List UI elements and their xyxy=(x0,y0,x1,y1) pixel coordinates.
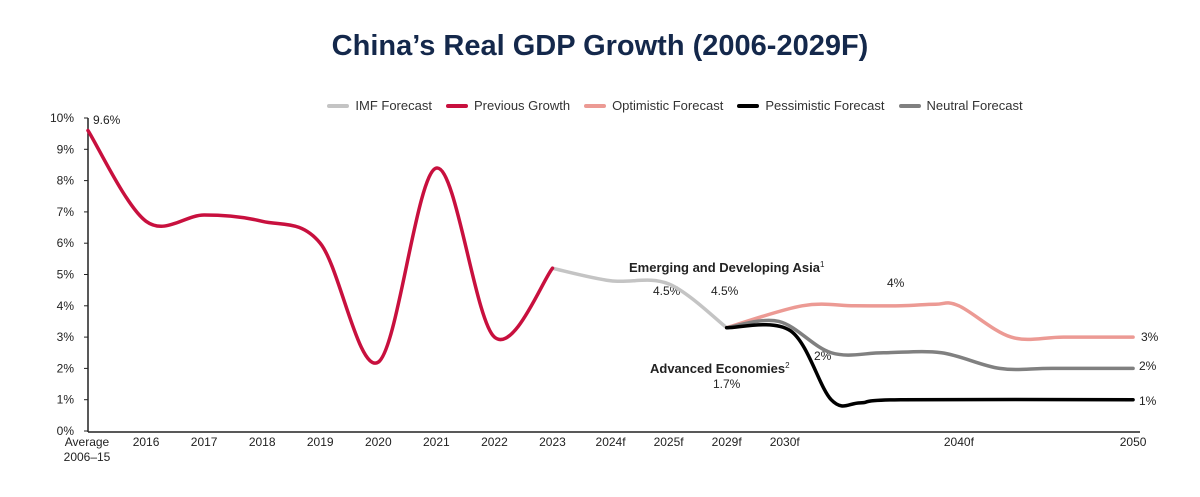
anno-eda-label: Emerging and Developing Asia xyxy=(629,260,821,275)
x-tick-label: 2016 xyxy=(133,435,160,449)
series-line-optimistic-forecast xyxy=(724,301,1135,342)
y-tick-label: 3% xyxy=(57,330,75,344)
y-tick-label: 7% xyxy=(57,205,75,219)
anno-eda-sup: 1 xyxy=(820,260,825,269)
legend-swatch xyxy=(737,103,760,108)
series-line-pessimistic-forecast xyxy=(724,323,1135,408)
y-tick-label: 5% xyxy=(57,268,75,282)
anno-ae-val: 1.7% xyxy=(713,377,741,391)
x-tick-label-line: 2006–15 xyxy=(64,450,111,464)
y-tick-label: 2% xyxy=(57,361,75,375)
y-tick-label: 9% xyxy=(57,142,75,156)
x-tick-label: 2019 xyxy=(307,435,334,449)
anno-imf2: 4.5% xyxy=(711,284,739,298)
legend-item: Previous Growth xyxy=(445,98,571,113)
x-tick-label: 2017 xyxy=(191,435,218,449)
x-tick-label: 2021 xyxy=(423,435,450,449)
legend: IMF Forecast Previous Growth Optimistic Fo… xyxy=(0,98,1200,113)
series-line-previous-growth xyxy=(86,128,555,365)
y-tick-label: 6% xyxy=(57,236,75,250)
legend-item: Optimistic Forecast xyxy=(584,98,723,113)
y-tick-label: 8% xyxy=(57,174,75,188)
anno-eda: Emerging and Developing Asia1 xyxy=(629,260,825,275)
legend-item: IMF Forecast xyxy=(327,98,432,113)
anno-pes-end: 1% xyxy=(1139,394,1157,408)
legend-swatch xyxy=(327,103,350,108)
x-tick-label: 2018 xyxy=(249,435,276,449)
anno-opt-end: 3% xyxy=(1141,330,1159,344)
legend-swatch xyxy=(584,103,607,108)
x-tick-label: 2025f xyxy=(654,435,685,449)
legend-swatch xyxy=(445,103,468,108)
legend-item: Pessimistic Forecast xyxy=(737,98,885,113)
anno-start: 9.6% xyxy=(93,113,121,127)
x-tick-label: 2050 xyxy=(1120,435,1147,449)
anno-ae-label: Advanced Economies xyxy=(650,361,785,376)
legend-label: Pessimistic Forecast xyxy=(765,98,885,113)
legend-label: Neutral Forecast xyxy=(926,98,1023,113)
x-tick-label: 2022 xyxy=(481,435,508,449)
x-tick-label-line: Average xyxy=(65,435,110,449)
y-tick-label: 4% xyxy=(57,299,75,313)
x-tick-label: 2023 xyxy=(539,435,566,449)
legend-label: Previous Growth xyxy=(473,98,571,113)
chart-title: China’s Real GDP Growth (2006-2029F) xyxy=(331,30,869,62)
y-tick-label: 0% xyxy=(57,424,75,438)
legend-swatch xyxy=(898,103,921,108)
y-tick-label: 10% xyxy=(50,111,74,125)
axes: 0% 1% 2% 3% 4% 5% 6% 7% 8% 9% 10% Average 2006–15 201… xyxy=(50,111,1147,464)
x-tick-label: 2024f xyxy=(596,435,627,449)
anno-opt-mid: 4% xyxy=(887,276,905,290)
x-tick-label: Average 2006–15 xyxy=(64,435,111,464)
anno-ae: Advanced Economies2 xyxy=(650,361,790,376)
series-line-imf-forecast xyxy=(550,266,729,330)
legend-label: IMF Forecast xyxy=(355,98,432,113)
x-tick-label: 2030f xyxy=(770,435,801,449)
x-tick-label: 2020 xyxy=(365,435,392,449)
series-line-neutral-forecast xyxy=(724,318,1135,372)
x-tick-label: 2029f xyxy=(712,435,743,449)
anno-ae-sup: 2 xyxy=(785,361,790,370)
legend-label: Optimistic Forecast xyxy=(612,98,724,113)
legend-item: Neutral Forecast xyxy=(898,98,1023,113)
x-tick-label: 2040f xyxy=(944,435,975,449)
y-tick-label: 1% xyxy=(57,393,75,407)
anno-neu-end: 2% xyxy=(1139,359,1157,373)
